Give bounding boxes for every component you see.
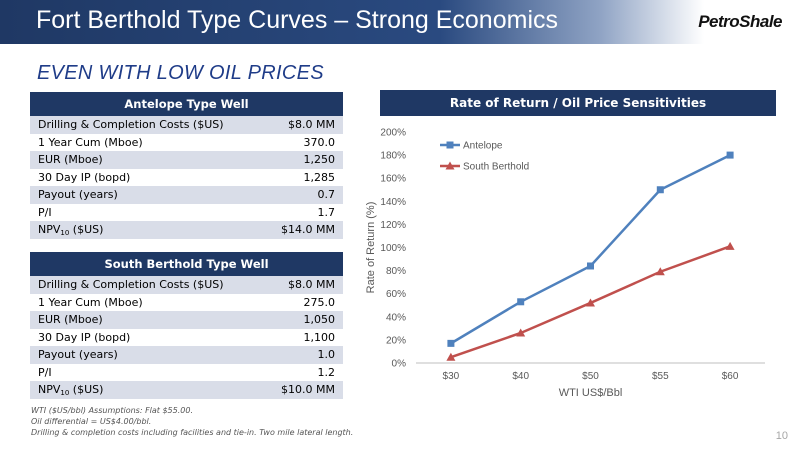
antelope-row-value: 1,250 (303, 153, 336, 167)
footnote-line: Oil differential = US$4.00/bbl. (31, 417, 152, 426)
south-berthold-row: EUR (Mboe) 1,050 (30, 311, 343, 329)
antelope-row-label: Drilling & Completion Costs ($US) (38, 118, 224, 132)
south-berthold-row: 30 Day IP (bopd) 1,100 (30, 328, 343, 346)
y-tick-label: 140% (380, 197, 406, 208)
antelope-row: EUR (Mboe) 1,250 (30, 151, 343, 169)
antelope-row-label: Payout (years) (38, 188, 118, 202)
south-berthold-row-value: 1.0 (317, 348, 336, 362)
series-point-0 (656, 186, 664, 194)
series-point-1 (516, 328, 526, 337)
y-tick-label: 60% (386, 289, 406, 300)
south-berthold-row-label: NPV10 ($US) (38, 383, 103, 397)
south-berthold-row-value: $10.0 MM (281, 383, 335, 397)
antelope-row: 1 Year Cum (Mboe) 370.0 (30, 133, 343, 151)
antelope-row-value: $14.0 MM (281, 223, 335, 237)
antelope-row-value: 370.0 (303, 135, 336, 149)
series-point-1 (446, 352, 456, 361)
antelope-row-label: EUR (Mboe) (38, 153, 103, 167)
south-berthold-row-label: 30 Day IP (bopd) (38, 330, 131, 344)
south-berthold-row-value: $8.0 MM (288, 278, 335, 292)
series-point-0 (517, 298, 525, 306)
series-point-1 (586, 298, 595, 307)
south-berthold-row: 1 Year Cum (Mboe) 275.0 (30, 293, 343, 311)
series-point-0 (447, 339, 455, 347)
antelope-row: NPV10 ($US) $14.0 MM (30, 221, 343, 239)
x-tick-label: $55 (652, 371, 669, 382)
south-berthold-row: Drilling & Completion Costs ($US) $8.0 MM (30, 276, 343, 294)
series-line-0 (450, 153, 731, 345)
south-berthold-row-label: Drilling & Completion Costs ($US) (38, 278, 224, 292)
south-berthold-row-value: 1.2 (317, 365, 336, 379)
npv-label: NPV (38, 382, 61, 396)
antelope-row-label: P/I (38, 205, 52, 219)
antelope-row-value: 1.7 (317, 205, 336, 219)
legend-label-1: South Berthold (463, 162, 529, 173)
series-point-0 (587, 262, 594, 270)
y-tick-label: 120% (380, 220, 406, 231)
x-tick-label: $40 (512, 371, 529, 382)
south-berthold-row-value: 1,050 (303, 313, 336, 327)
ror-line-chart: 0% 20% 40% 60% 80% 100% 120% 140% 160% 180% 200% $3… (365, 128, 765, 399)
series-point-0 (726, 151, 734, 159)
y-tick-label: 100% (380, 243, 406, 254)
south-berthold-row-label: EUR (Mboe) (38, 313, 103, 327)
south-berthold-row-value: 275.0 (303, 295, 336, 309)
page-title: Fort Berthold Type Curves – Strong Econo… (36, 6, 558, 34)
npv-unit: ($US) (69, 382, 104, 396)
title-bar: Fort Berthold Type Curves – Strong Econo… (0, 0, 800, 44)
antelope-row: 30 Day IP (bopd) 1,285 (30, 168, 343, 186)
south-berthold-row-label: Payout (years) (38, 348, 118, 362)
legend-marker-0 (446, 141, 454, 149)
antelope-row: Payout (years) 0.7 (30, 186, 343, 204)
series-point-1 (655, 267, 665, 276)
antelope-row-value: $8.0 MM (288, 118, 335, 132)
antelope-row-value: 0.7 (317, 188, 336, 202)
y-tick-label: 0% (392, 359, 407, 370)
series-point-1 (725, 241, 735, 250)
south-berthold-row-label: 1 Year Cum (Mboe) (38, 295, 143, 309)
y-axis-title: Rate of Return (%) (365, 202, 377, 294)
footnote-line: Drilling & completion costs including fa… (31, 428, 354, 437)
y-tick-label: 180% (380, 151, 406, 162)
legend-label-0: Antelope (463, 141, 503, 152)
y-tick-label: 20% (386, 335, 406, 346)
y-tick-label: 80% (386, 266, 406, 277)
petroshale-logo: PetroShale (698, 12, 782, 31)
footnote-line: WTI ($US/bbl) Assumptions: Flat $55.00. (31, 406, 194, 415)
x-tick-label: $60 (722, 371, 739, 382)
south-berthold-table-header: South Berthold Type Well (30, 252, 343, 276)
antelope-row-value: 1,285 (303, 170, 336, 184)
antelope-row-label: NPV10 ($US) (38, 223, 103, 237)
south-berthold-table: South Berthold Type Well Drilling & Comp… (30, 252, 343, 399)
npv-subscript: 10 (60, 388, 70, 397)
south-berthold-row-value: 1,100 (303, 330, 336, 344)
x-tick-label: $30 (443, 371, 460, 382)
y-tick-label: 160% (380, 174, 406, 185)
antelope-table: Antelope Type Well Drilling & Completion… (30, 92, 343, 239)
npv-label: NPV (38, 222, 61, 236)
antelope-row: P/I 1.7 (30, 203, 343, 221)
south-berthold-row: P/I 1.2 (30, 363, 343, 381)
npv-subscript: 10 (60, 228, 70, 237)
page-subtitle: EVEN WITH LOW OIL PRICES (37, 62, 324, 84)
south-berthold-row-label: P/I (38, 365, 52, 379)
antelope-row-label: 1 Year Cum (Mboe) (38, 135, 143, 149)
chart-title: Rate of Return / Oil Price Sensitivities (380, 90, 776, 116)
page-number: 10 (775, 430, 788, 442)
y-tick-label: 200% (380, 128, 406, 139)
antelope-row: Drilling & Completion Costs ($US) $8.0 MM (30, 116, 343, 134)
x-axis-title: WTI US$/Bbl (559, 387, 623, 399)
y-tick-label: 40% (386, 312, 406, 323)
npv-unit: ($US) (69, 222, 104, 236)
x-tick-label: $50 (582, 371, 599, 382)
antelope-row-label: 30 Day IP (bopd) (38, 170, 131, 184)
south-berthold-row: Payout (years) 1.0 (30, 346, 343, 364)
legend-marker-1 (445, 161, 455, 170)
south-berthold-row: NPV10 ($US) $10.0 MM (30, 381, 343, 399)
footnotes: WTI ($US/bbl) Assumptions: Flat $55.00. … (31, 405, 353, 438)
antelope-table-header: Antelope Type Well (30, 92, 343, 116)
